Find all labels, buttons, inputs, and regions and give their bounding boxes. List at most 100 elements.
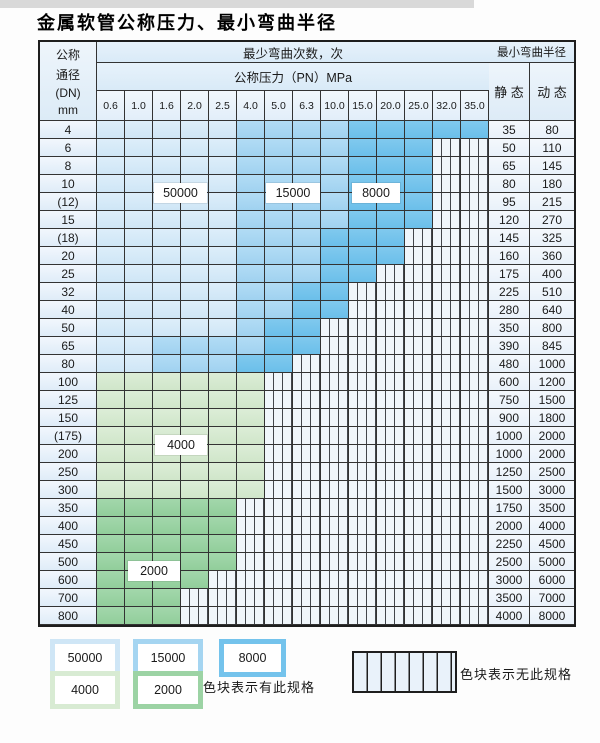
no-spec-cell bbox=[321, 427, 349, 445]
spec-cell-15000 bbox=[181, 337, 209, 355]
no-spec-cell bbox=[461, 409, 489, 427]
dn-label: 8 bbox=[40, 157, 97, 175]
spec-cell-50000 bbox=[209, 319, 237, 337]
no-spec-cell bbox=[433, 139, 461, 157]
spec-cell-4000 bbox=[153, 391, 181, 409]
spec-cell-8000 bbox=[293, 283, 321, 301]
no-spec-cell bbox=[293, 607, 321, 625]
no-spec-cell bbox=[349, 427, 377, 445]
pressure-col-header: 0.6 bbox=[97, 91, 125, 120]
spec-cell-15000 bbox=[181, 355, 209, 373]
spec-cell-50000 bbox=[125, 283, 153, 301]
static-dynamic-headers: 静 态 动 态 bbox=[489, 63, 574, 121]
static-radius-value: 35 bbox=[489, 121, 530, 139]
static-radius-value: 350 bbox=[489, 319, 530, 337]
dn-label: (18) bbox=[40, 229, 97, 247]
static-radius-value: 175 bbox=[489, 265, 530, 283]
spec-cell-4000 bbox=[181, 481, 209, 499]
no-spec-cell bbox=[461, 265, 489, 283]
spec-cell-15000 bbox=[209, 355, 237, 373]
scan-edge-strip bbox=[0, 0, 474, 8]
table-row: 800 4000 8000 bbox=[40, 607, 574, 625]
legend-swatch-label: 4000 bbox=[55, 676, 115, 704]
table-row: 250 1250 2500 bbox=[40, 463, 574, 481]
cycle-count-label: 2000 bbox=[128, 561, 180, 581]
dn-label: 300 bbox=[40, 481, 97, 499]
spec-cell-8000 bbox=[405, 193, 433, 211]
pressure-col-header: 4.0 bbox=[237, 91, 265, 120]
table-row: 300 1500 3000 bbox=[40, 481, 574, 499]
no-spec-cell bbox=[433, 409, 461, 427]
spec-cell-50000 bbox=[125, 139, 153, 157]
no-spec-cell bbox=[461, 175, 489, 193]
spec-cell-50000 bbox=[153, 247, 181, 265]
spec-cell-50000 bbox=[209, 229, 237, 247]
spec-cell-50000 bbox=[125, 229, 153, 247]
no-spec-cell bbox=[433, 355, 461, 373]
pressure-col-header: 5.0 bbox=[265, 91, 293, 120]
static-radius-value: 2000 bbox=[489, 517, 530, 535]
dynamic-radius-value: 2000 bbox=[530, 427, 574, 445]
spec-cell-50000 bbox=[125, 265, 153, 283]
table-row: 150 900 1800 bbox=[40, 409, 574, 427]
spec-cell-8000 bbox=[293, 301, 321, 319]
no-spec-cell bbox=[293, 355, 321, 373]
spec-cell-50000 bbox=[97, 193, 125, 211]
spec-cell-8000 bbox=[349, 265, 377, 283]
no-spec-cell bbox=[405, 589, 433, 607]
spec-cell-50000 bbox=[97, 319, 125, 337]
dynamic-radius-value: 145 bbox=[530, 157, 574, 175]
no-spec-cell bbox=[433, 427, 461, 445]
dynamic-radius-value: 2500 bbox=[530, 463, 574, 481]
dn-label: 700 bbox=[40, 589, 97, 607]
spec-cell-50000 bbox=[209, 157, 237, 175]
static-radius-value: 390 bbox=[489, 337, 530, 355]
no-spec-cell bbox=[405, 373, 433, 391]
no-spec-cell bbox=[433, 157, 461, 175]
no-spec-cell bbox=[293, 409, 321, 427]
corner-header-dn: 公称 通径 (DN) mm bbox=[40, 42, 97, 121]
spec-cell-15000 bbox=[237, 193, 265, 211]
no-spec-cell bbox=[293, 571, 321, 589]
table-row: 350 1750 3500 bbox=[40, 499, 574, 517]
no-spec-cell bbox=[433, 247, 461, 265]
no-spec-cell bbox=[349, 337, 377, 355]
table-row: 15 120 270 bbox=[40, 211, 574, 229]
spec-cell-15000 bbox=[321, 157, 349, 175]
spec-cell-15000 bbox=[237, 229, 265, 247]
table-row: 4 35 80 bbox=[40, 121, 574, 139]
spec-cell-50000 bbox=[125, 211, 153, 229]
legend-swatch-label: 2000 bbox=[138, 676, 198, 704]
spec-cell-50000 bbox=[181, 283, 209, 301]
no-spec-cell bbox=[321, 319, 349, 337]
spec-cell-4000 bbox=[153, 373, 181, 391]
corner-line: mm bbox=[58, 102, 78, 117]
no-spec-cell bbox=[433, 319, 461, 337]
spec-cell-4000 bbox=[153, 463, 181, 481]
no-spec-cell bbox=[293, 589, 321, 607]
no-spec-cell bbox=[321, 553, 349, 571]
pressure-header: 公称压力（PN）MPa bbox=[97, 63, 489, 91]
table-row: 450 2250 4500 bbox=[40, 535, 574, 553]
spec-cell-2000 bbox=[153, 607, 181, 625]
spec-cell-4000 bbox=[181, 373, 209, 391]
no-spec-cell bbox=[461, 517, 489, 535]
no-spec-cell bbox=[237, 607, 265, 625]
no-spec-cell bbox=[377, 463, 405, 481]
no-spec-cell bbox=[321, 337, 349, 355]
spec-cell-50000 bbox=[97, 229, 125, 247]
spec-cell-4000 bbox=[97, 409, 125, 427]
no-spec-cell bbox=[265, 535, 293, 553]
dynamic-radius-value: 215 bbox=[530, 193, 574, 211]
spec-cell-4000 bbox=[125, 391, 153, 409]
no-spec-cell bbox=[377, 445, 405, 463]
corner-line: (DN) bbox=[55, 85, 81, 100]
spec-cell-50000 bbox=[125, 337, 153, 355]
no-spec-cell bbox=[461, 463, 489, 481]
no-spec-cell bbox=[349, 373, 377, 391]
spec-cell-50000 bbox=[97, 157, 125, 175]
no-spec-cell bbox=[265, 571, 293, 589]
no-spec-cell bbox=[349, 607, 377, 625]
spec-cell-50000 bbox=[97, 211, 125, 229]
radius-header: 最小弯曲半径 bbox=[489, 42, 574, 63]
